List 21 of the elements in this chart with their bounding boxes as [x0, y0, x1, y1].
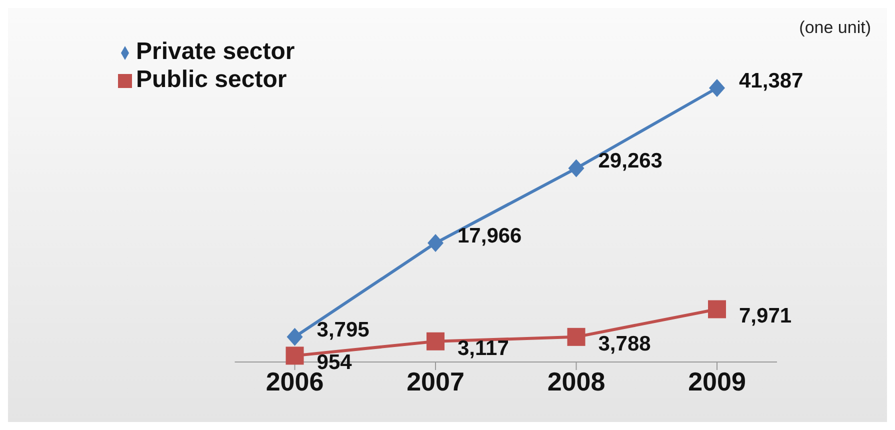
data-label: 7,971: [739, 304, 792, 328]
data-label: 3,117: [458, 336, 509, 360]
data-label: 3,795: [316, 318, 370, 342]
point: [286, 328, 303, 346]
point: [568, 159, 584, 178]
data-label: 17,966: [458, 224, 522, 248]
point: [286, 346, 304, 365]
point: [567, 328, 586, 346]
point: [426, 332, 445, 350]
x-tick-label: 2008: [547, 366, 606, 396]
point: [708, 300, 726, 318]
x-tick-label: 2007: [406, 366, 464, 396]
data-label: 41,387: [739, 69, 804, 92]
data-label: 3,788: [598, 332, 652, 356]
point: [428, 234, 444, 252]
text: (one unit): [799, 18, 871, 38]
legend-label: Public sector: [136, 66, 287, 93]
data-label: 29,263: [598, 150, 662, 173]
point: [709, 79, 725, 97]
x-tick-label: 2009: [688, 366, 746, 396]
legend-label: Private sector: [136, 38, 295, 65]
